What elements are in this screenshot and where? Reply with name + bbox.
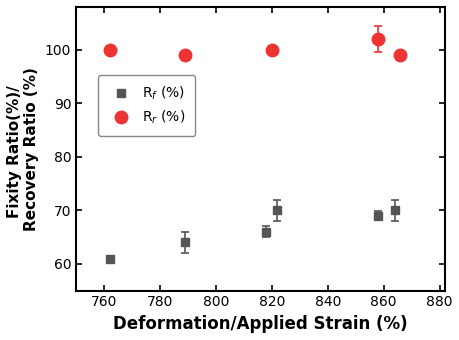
X-axis label: Deformation/Applied Strain (%): Deformation/Applied Strain (%) xyxy=(113,315,407,333)
Y-axis label: Fixity Ratio(%)/ 
Recovery Ratio (%): Fixity Ratio(%)/ Recovery Ratio (%) xyxy=(7,67,39,231)
Legend: R$_f$ (%), R$_r$ (%): R$_f$ (%), R$_r$ (%) xyxy=(98,75,195,136)
